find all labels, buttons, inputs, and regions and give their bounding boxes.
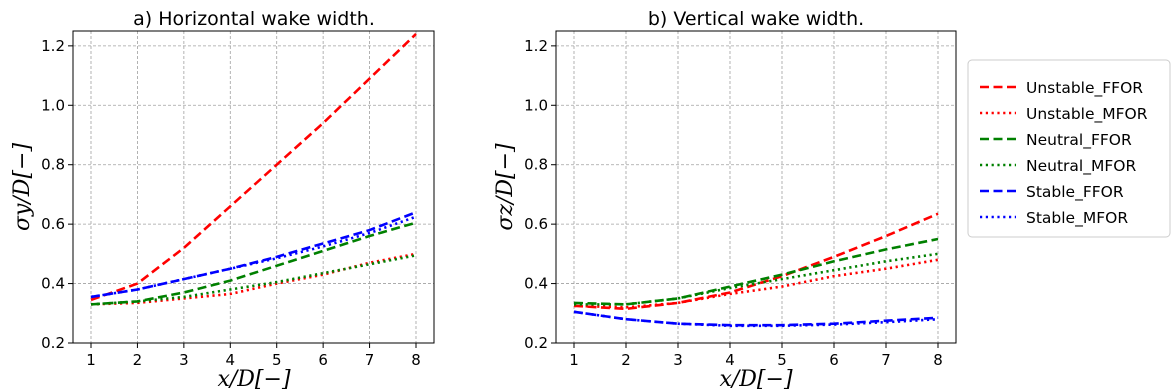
y-tick-label: 0.8: [41, 156, 65, 174]
legend: Unstable_FFOR Unstable_MFOR Neutral_FFOR Ne…: [967, 59, 1171, 238]
x-axis-label: x/D[−]: [719, 367, 792, 392]
x-tick-label: 5: [777, 351, 787, 369]
legend-label: Unstable_MFOR: [1026, 105, 1148, 124]
y-tick-label: 0.6: [41, 215, 65, 233]
series-lines: [90, 33, 417, 306]
x-tick-label: 3: [673, 351, 683, 369]
x-tick-label: 3: [179, 351, 189, 369]
y-tick-label: 1.0: [524, 96, 548, 114]
series-line-stable-ffor: [90, 211, 417, 299]
y-ticks: 0.2 0.4 0.6 0.8 1.0 1.2: [41, 37, 73, 352]
x-tick-label: 6: [829, 351, 839, 369]
y-tick-label: 1.2: [41, 37, 65, 55]
x-tick-label: 6: [318, 351, 328, 369]
legend-label: Unstable_FFOR: [1026, 79, 1143, 98]
x-tick-label: 1: [86, 351, 96, 369]
y-tick-label: 1.0: [41, 96, 65, 114]
x-tick-label: 8: [411, 351, 421, 369]
gridlines: [73, 31, 434, 344]
legend-label: Neutral_MFOR: [1026, 157, 1136, 176]
legend-label: Neutral_FFOR: [1026, 131, 1132, 150]
y-tick-label: 0.4: [41, 275, 65, 293]
y-axis-label: σz/D[−]: [493, 143, 518, 231]
series-line-stable-ffor: [573, 310, 939, 327]
series-line-neutral-ffor: [573, 237, 939, 306]
x-tick-label: 4: [725, 351, 735, 369]
plot-frame: [72, 30, 435, 344]
legend-items: Unstable_FFOR Unstable_MFOR Neutral_FFOR Ne…: [980, 79, 1148, 228]
x-tick-label: 7: [881, 351, 891, 369]
x-axis-label: x/D[−]: [217, 367, 290, 392]
y-tick-label: 0.6: [524, 215, 548, 233]
x-tick-label: 1: [569, 351, 579, 369]
series-line-unstable-ffor: [573, 212, 939, 311]
x-tick-label: 5: [272, 351, 282, 369]
series-line-unstable-ffor: [90, 33, 417, 302]
y-tick-label: 0.8: [524, 156, 548, 174]
x-tick-label: 2: [621, 351, 631, 369]
x-tick-label: 7: [365, 351, 375, 369]
y-tick-label: 0.4: [524, 275, 548, 293]
y-ticks: 0.2 0.4 0.6 0.8 1.0 1.2: [524, 37, 556, 352]
y-axis-label: σy/D[−]: [10, 143, 35, 232]
gridlines: [556, 31, 956, 344]
plot-frame: [555, 30, 957, 344]
x-ticks: 1 2 3 4 5 6 7 8: [86, 343, 421, 369]
series-lines: [573, 212, 939, 328]
y-tick-label: 1.2: [524, 37, 548, 55]
legend-box: [967, 59, 1171, 238]
x-tick-label: 2: [133, 351, 143, 369]
x-tick-label: 4: [226, 351, 236, 369]
y-tick-label: 0.2: [524, 334, 548, 352]
x-ticks: 1 2 3 4 5 6 7 8: [569, 343, 943, 369]
series-line-neutral-mfor: [574, 252, 939, 306]
legend-label: Stable_MFOR: [1026, 209, 1128, 228]
chart-title: b) Vertical wake width.: [648, 8, 864, 30]
chart-title: a) Horizontal wake width.: [133, 8, 375, 30]
y-tick-label: 0.2: [41, 334, 65, 352]
series-line-neutral-mfor: [90, 254, 417, 306]
x-tick-label: 8: [933, 351, 943, 369]
legend-label: Stable_FFOR: [1026, 183, 1124, 202]
